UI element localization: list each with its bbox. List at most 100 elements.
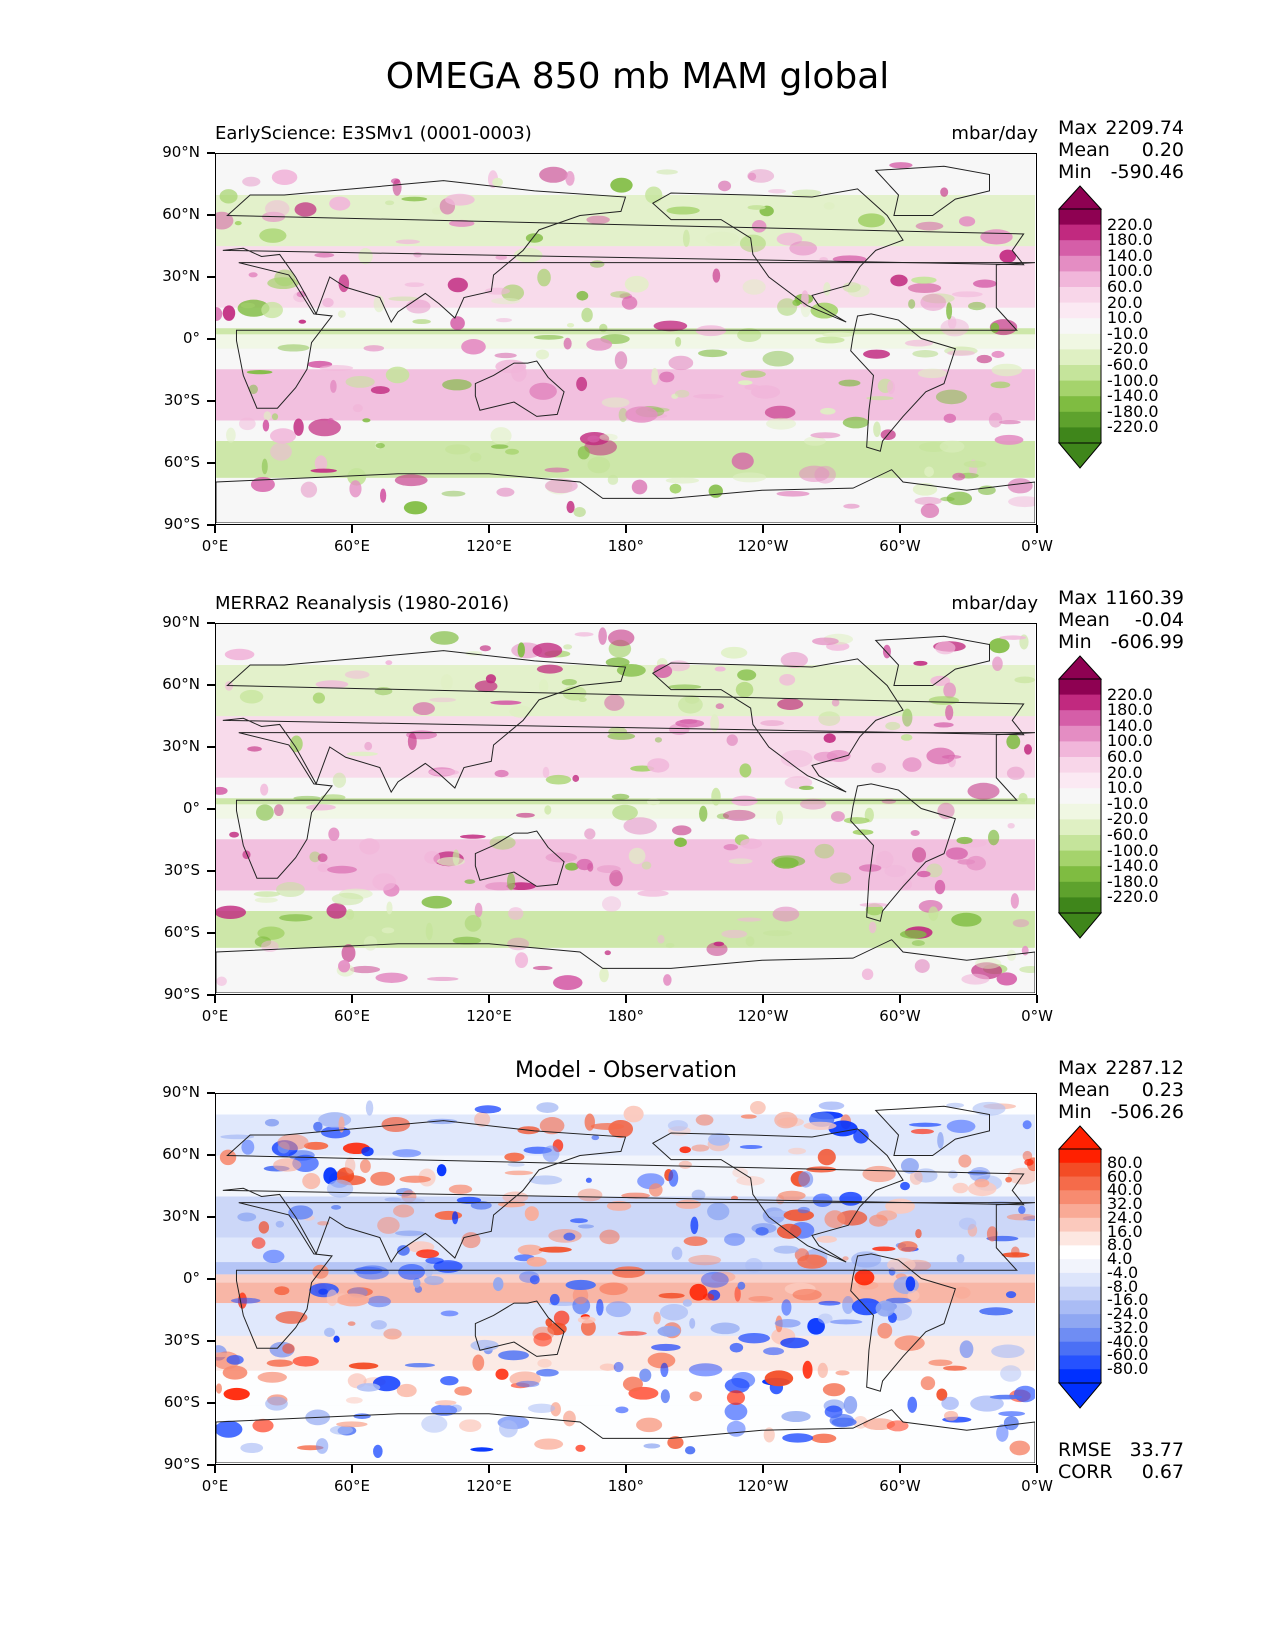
field-speckle [937, 802, 955, 820]
field-speckle [990, 322, 1000, 333]
field-speckle [776, 490, 810, 497]
field-speckle [657, 935, 665, 944]
field-speckle [952, 291, 983, 298]
coastline [222, 650, 1025, 794]
field-speckle [566, 322, 575, 328]
field-speckle [737, 328, 762, 343]
field-speckle [653, 664, 673, 678]
field-speckle [338, 959, 351, 973]
colorbar-swatch [1059, 209, 1101, 226]
colorbar-label: 60.0 [1107, 1166, 1143, 1186]
field-speckle [916, 870, 931, 878]
field-speckle [604, 950, 611, 956]
colorbar [1057, 185, 1103, 473]
field-speckle [507, 937, 530, 951]
field-speckle [527, 1403, 556, 1413]
colorbar-label: -8.0 [1107, 1276, 1139, 1296]
panel-units: mbar/day [951, 123, 1038, 144]
field-speckle [675, 1199, 701, 1209]
field-speckle [911, 940, 925, 947]
field-speckle [999, 635, 1027, 640]
field-speckle [396, 1383, 417, 1398]
field-speckle [711, 787, 721, 806]
lon-tick-label: 60°E [333, 537, 371, 555]
field-speckle [395, 1230, 425, 1236]
field-speckle [359, 1159, 371, 1173]
colorbar-label: -180.0 [1107, 401, 1159, 421]
field-speckle [375, 442, 385, 449]
field-speckle [875, 1300, 895, 1317]
field-speckle [738, 1332, 771, 1344]
field-speckle [565, 1279, 596, 1291]
field-speckle [356, 1383, 381, 1392]
field-speckle [347, 468, 367, 486]
coastline [850, 313, 957, 452]
stat-max: 2209.74 [1105, 117, 1184, 139]
field-speckle [430, 631, 459, 645]
colorbar-extend-max [1057, 185, 1103, 210]
colorbar-swatch [1059, 1190, 1101, 1205]
field-speckle [392, 1149, 422, 1158]
colorbar-label: 24.0 [1107, 1207, 1143, 1227]
field-speckle [317, 853, 328, 863]
colorbar-label: -16.0 [1107, 1290, 1149, 1310]
field-speckle [915, 1228, 922, 1239]
field-speckle [585, 1177, 592, 1183]
lon-tick-label: 120°W [737, 537, 789, 555]
field-speckle [240, 302, 255, 309]
coastline [474, 1300, 565, 1357]
field-speckle [224, 648, 255, 661]
field-speckle [614, 351, 628, 370]
field-speckle [731, 452, 754, 470]
field-speckle [842, 416, 869, 429]
colorbar-label: -60.0 [1107, 355, 1149, 374]
field-speckle [863, 349, 891, 359]
field-speckle [914, 496, 942, 506]
field-speckle [948, 1170, 958, 1179]
field-speckle [314, 252, 335, 258]
field-speckle [315, 1438, 329, 1454]
colorbar-swatch [1059, 255, 1101, 272]
field-speckle [889, 162, 913, 169]
field-speckle [216, 1352, 234, 1358]
field-speckle [745, 936, 755, 947]
field-speckle [671, 393, 679, 399]
field-speckle [803, 1121, 837, 1130]
field-speckle [505, 448, 519, 455]
lat-tick-label: 60°S [163, 1393, 200, 1411]
field-speckle [489, 835, 516, 850]
field-speckle [776, 1194, 785, 1205]
field-speckle [504, 1152, 525, 1162]
field-speckle [625, 406, 658, 423]
field-speckle [762, 930, 793, 937]
field-speckle [772, 906, 800, 922]
field-speckle [610, 177, 633, 193]
colorbar-label: -10.0 [1107, 793, 1149, 813]
field-speckle [1024, 1158, 1034, 1166]
colorbar-swatch [1059, 757, 1101, 774]
lon-tick [488, 525, 490, 533]
field-speckle [610, 291, 631, 298]
lon-tick [214, 995, 216, 1003]
field-speckle [605, 657, 630, 668]
field-speckle [774, 1111, 798, 1129]
colorbar-swatch [1059, 240, 1101, 257]
lon-tick [762, 995, 764, 1003]
colorbar-swatch [1059, 1286, 1101, 1301]
colorbar-swatch [1059, 741, 1101, 758]
colorbar-frame [1058, 678, 1102, 914]
field-speckle [265, 1396, 288, 1411]
field-speckle [943, 413, 957, 423]
coastline [874, 1105, 990, 1156]
field-speckle [577, 1316, 596, 1324]
field-speckle [529, 382, 557, 400]
field-speckle [788, 1147, 807, 1155]
coastline [874, 165, 990, 216]
field-speckle [474, 1111, 491, 1127]
field-speckle [1007, 1167, 1035, 1185]
field-speckle [612, 804, 638, 821]
field-speckle [372, 873, 397, 891]
field-speckle [326, 1179, 354, 1198]
field-speckle [573, 506, 586, 518]
field-speckle [479, 645, 491, 652]
